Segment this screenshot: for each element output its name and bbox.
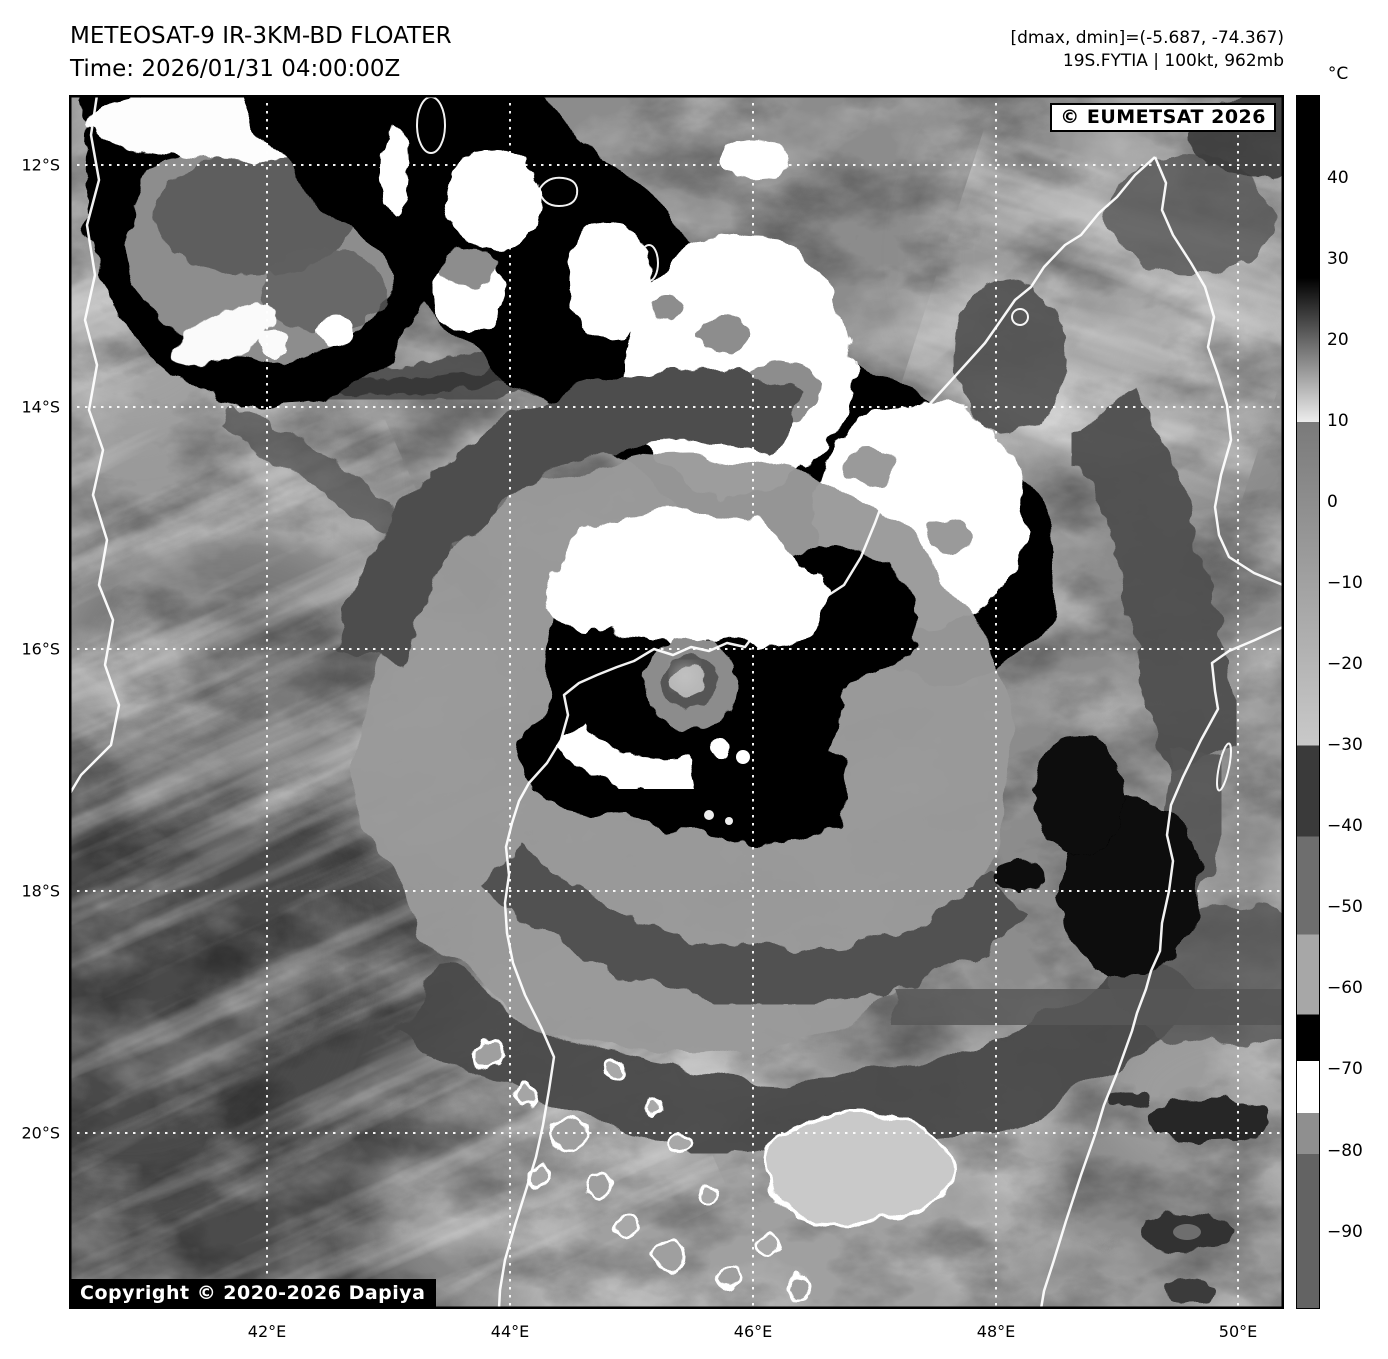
cyclone — [335, 369, 1201, 1154]
temperature-colorbar — [1296, 95, 1320, 1309]
popcorn-cells — [473, 1039, 956, 1300]
map-border — [69, 95, 1284, 1309]
lon-tick-label: 50°E — [1218, 1322, 1258, 1341]
coastline-africa — [69, 95, 121, 796]
lon-tick-label: 48°E — [976, 1322, 1016, 1341]
colorbar-unit-label: °C — [1327, 64, 1349, 84]
colorbar-tick-label: 10 — [1327, 411, 1349, 431]
colorbar-tick-label: −80 — [1327, 1141, 1363, 1161]
coastline-madagascar-west — [497, 156, 1156, 1309]
page-title: METEOSAT-9 IR-3KM-BD FLOATER Time: 2026/0… — [70, 20, 452, 86]
coastlines — [69, 95, 1284, 1309]
lat-tick-label: 16°S — [21, 639, 60, 659]
island-mayotte — [639, 244, 659, 282]
island-nosy-be — [1011, 308, 1029, 326]
cloud-scene — [69, 95, 1284, 1309]
graticule — [69, 95, 1284, 1309]
stats-line: [dmax, dmin]=(-5.687, -74.367) — [1010, 28, 1285, 48]
eumetsat-watermark: © EUMETSAT 2026 — [1050, 103, 1276, 132]
colorbar-tick-label: 20 — [1327, 330, 1349, 350]
texture-streaks-left — [69, 150, 733, 1309]
lat-tick-label: 18°S — [21, 881, 60, 901]
time-line: Time: 2026/01/31 04:00:00Z — [70, 56, 401, 82]
lon-tick-label: 44°E — [490, 1322, 530, 1341]
colorbar-tick-label: −40 — [1327, 816, 1363, 836]
colorbar-tick-label: −60 — [1327, 978, 1363, 998]
colorbar-tick-label: 40 — [1327, 168, 1349, 188]
lat-tick-label: 14°S — [21, 397, 60, 417]
copyright-badge: Copyright © 2020-2026 Dapiya — [69, 1279, 437, 1309]
coastline-madagascar-southeast — [1039, 625, 1284, 1309]
lat-tick-label: 20°S — [21, 1123, 60, 1143]
colorbar-tick-label: 0 — [1327, 492, 1338, 512]
colorbar-tick-label: −30 — [1327, 735, 1363, 755]
colorbar-tick-label: −10 — [1327, 573, 1363, 593]
colorbar-tick-label: −90 — [1327, 1222, 1363, 1242]
header-info: [dmax, dmin]=(-5.687, -74.367) 19S.FYTIA … — [1011, 27, 1285, 73]
island-sainte-marie — [1216, 742, 1232, 792]
colorbar-tick-label: −20 — [1327, 654, 1363, 674]
colorbar-tick-label: −50 — [1327, 897, 1363, 917]
cyclone-eye — [644, 638, 736, 730]
lon-tick-label: 46°E — [733, 1322, 773, 1341]
storm-line: 19S.FYTIA | 100kt, 962mb — [1062, 51, 1284, 71]
satellite-map: © EUMETSAT 2026 Copyright © 2020-2026 Da… — [69, 95, 1284, 1309]
colorbar-tick-label: −70 — [1327, 1059, 1363, 1079]
island-anjouan — [538, 176, 579, 207]
lat-tick-label: 12°S — [21, 155, 60, 175]
coastline-madagascar-east — [1153, 156, 1284, 587]
title-line: METEOSAT-9 IR-3KM-BD FLOATER — [70, 23, 452, 49]
colorbar-tick-label: 30 — [1327, 249, 1349, 269]
lon-tick-label: 42°E — [247, 1322, 287, 1341]
southern-bands — [886, 735, 1284, 1304]
